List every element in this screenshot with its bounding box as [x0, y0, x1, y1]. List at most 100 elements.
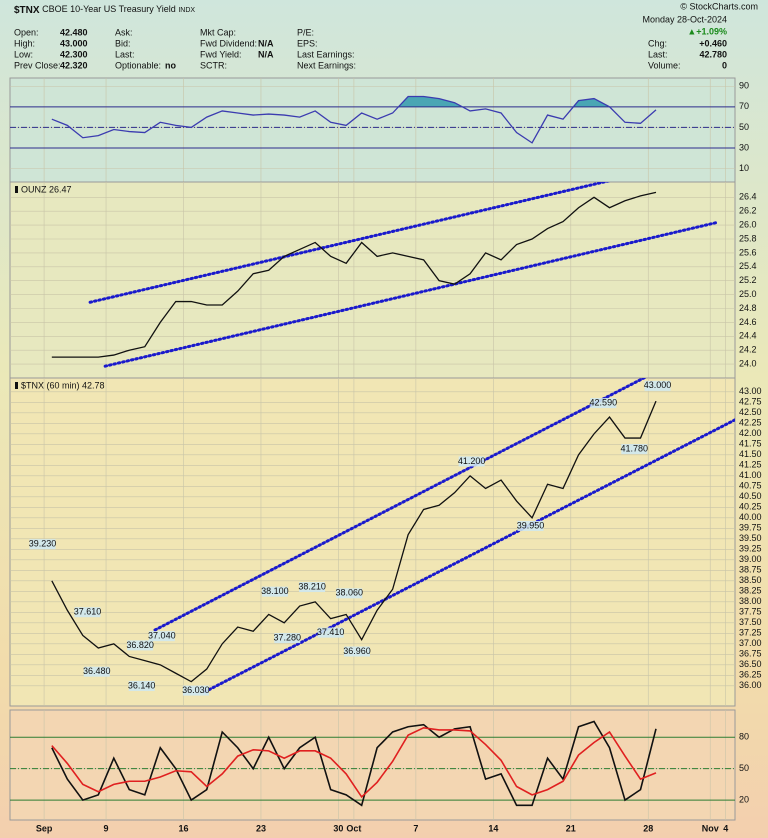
y-tick-label: 80: [739, 732, 749, 742]
panel-label: OUNZ 26.47: [21, 184, 72, 194]
annotation-label: 37.040: [148, 631, 176, 641]
x-tick-label: 14: [488, 823, 498, 833]
security-name: CBOE 10-Year US Treasury Yield: [42, 4, 176, 14]
field-label: High:: [14, 38, 35, 48]
y-tick-label: 25.2: [739, 275, 757, 285]
y-tick-label: 24.6: [739, 317, 757, 327]
y-tick-label: 25.6: [739, 247, 757, 257]
series-line: [51, 400, 657, 683]
y-tick-label: 90: [739, 81, 749, 91]
y-tick-label: 37.50: [739, 617, 762, 627]
y-tick-label: 20: [739, 794, 749, 804]
price-annotation: [621, 444, 648, 455]
y-tick-label: 24.8: [739, 303, 757, 313]
field-label: Ask:: [115, 27, 133, 37]
quote-value: 0: [722, 60, 727, 70]
y-tick-label: 36.25: [739, 670, 762, 680]
plot-area: [10, 182, 735, 378]
y-tick-label: 39.25: [739, 544, 762, 554]
exchange: INDX: [178, 7, 195, 14]
series-line: [51, 191, 657, 358]
y-tick-label: 50: [739, 763, 749, 773]
plot-area: [10, 710, 735, 820]
field-value: 42.320: [60, 60, 88, 70]
x-tick-label: 28: [643, 823, 653, 833]
overbought-fill: [51, 96, 656, 107]
y-tick-label: 26.2: [739, 206, 757, 216]
y-tick-label: 42.50: [739, 407, 762, 417]
field-label: Optionable:: [115, 60, 161, 70]
y-tick-label: 42.25: [739, 418, 762, 428]
y-tick-label: 25.0: [739, 289, 757, 299]
field-label: EPS:: [297, 38, 318, 48]
annotation-label: 36.480: [83, 666, 111, 676]
y-tick-label: 38.00: [739, 596, 762, 606]
x-tick-label: 7: [413, 823, 418, 833]
y-tick-label: 40.50: [739, 491, 762, 501]
field-label: SCTR:: [200, 60, 227, 70]
field-label: Fwd Yield:: [200, 49, 242, 59]
annotation-label: 38.060: [335, 588, 363, 598]
field-value: 42.480: [60, 27, 88, 37]
y-tick-label: 43.00: [739, 386, 762, 396]
price-annotation: [83, 666, 110, 677]
field-label: P/E:: [297, 27, 314, 37]
annotation-label: 37.410: [317, 627, 345, 637]
annotation-label: 41.200: [458, 456, 486, 466]
y-tick-label: 24.4: [739, 331, 757, 341]
y-tick-label: 24.0: [739, 358, 757, 368]
field-label: Low:: [14, 49, 33, 59]
field-label: Mkt Cap:: [200, 27, 236, 37]
y-tick-label: 26.0: [739, 219, 757, 229]
annotation-label: 36.960: [343, 646, 371, 656]
panel-background: [9, 377, 736, 707]
quote-value: +0.460: [699, 38, 727, 48]
quote-value: 42.780: [699, 49, 727, 59]
y-tick-label: 25.4: [739, 261, 757, 271]
y-tick-label: 50: [739, 122, 749, 132]
trend-channel: [153, 378, 648, 632]
field-label: Fwd Dividend:: [200, 38, 257, 48]
panel-background: [9, 77, 736, 183]
date: Monday 28-Oct-2024: [642, 14, 727, 24]
quote-label: Volume:: [648, 60, 681, 70]
price-annotation: [590, 398, 617, 409]
symbol: $TNX: [14, 5, 40, 16]
y-tick-label: 40.25: [739, 502, 762, 512]
y-tick-label: 36.75: [739, 649, 762, 659]
price-annotation: [127, 640, 154, 651]
price-annotation: [128, 680, 155, 691]
x-tick-label: 4: [723, 823, 728, 833]
series-line: [51, 95, 657, 144]
y-tick-label: 41.25: [739, 460, 762, 470]
x-tick-label: 9: [104, 823, 109, 833]
y-tick-label: 39.50: [739, 533, 762, 543]
annotation-label: 36.140: [128, 680, 156, 690]
field-label: Open:: [14, 27, 39, 37]
annotation-label: 42.590: [590, 397, 618, 407]
field-value: N/A: [258, 49, 274, 59]
price-annotation: [458, 456, 485, 467]
price-annotation: [261, 586, 288, 597]
annotation-label: 38.100: [261, 586, 289, 596]
price-annotation: [317, 627, 344, 638]
panel-label: $TNX (60 min) 42.78: [21, 380, 105, 390]
title: $TNX CBOE 10-Year US Treasury Yield INDX: [14, 4, 195, 15]
y-tick-label: 24.2: [739, 345, 757, 355]
price-annotation: [74, 607, 101, 618]
label-marker: [15, 382, 18, 389]
field-value: 42.300: [60, 49, 88, 59]
change-percent: ▲+1.09%: [687, 26, 727, 36]
y-tick-label: 39.75: [739, 523, 762, 533]
y-tick-label: 40.75: [739, 481, 762, 491]
y-tick-label: 39.00: [739, 554, 762, 564]
field-value: no: [165, 60, 176, 70]
annotation-label: 39.950: [517, 520, 545, 530]
annotation-label: 39.230: [29, 539, 57, 549]
x-tick-label: 23: [256, 823, 266, 833]
y-tick-label: 38.50: [739, 575, 762, 585]
trend-channel: [103, 220, 720, 368]
y-tick-label: 70: [739, 101, 749, 111]
y-tick-label: 37.75: [739, 607, 762, 617]
